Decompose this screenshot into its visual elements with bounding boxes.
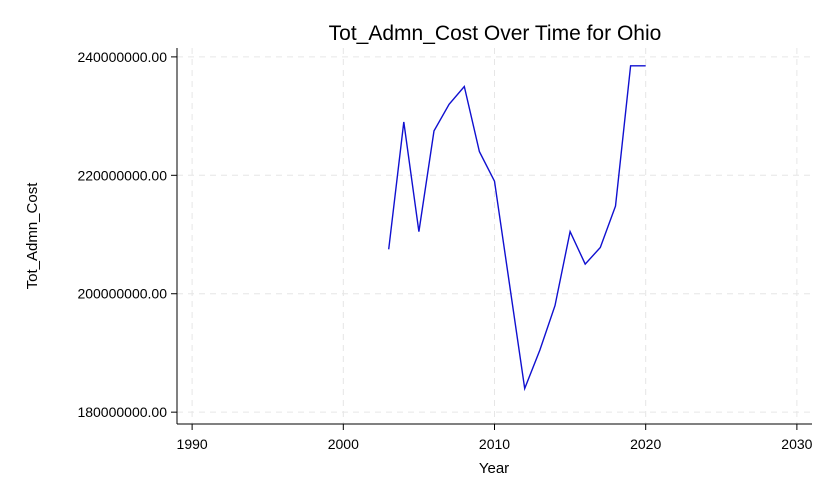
x-axis-title: Year [479, 460, 509, 477]
x-tick-label: 1990 [177, 436, 208, 452]
x-tick-label: 2010 [479, 436, 510, 452]
chart-title: Tot_Admn_Cost Over Time for Ohio [329, 22, 662, 45]
y-tick-label: 200000000.00 [77, 286, 167, 302]
y-tick-label: 220000000.00 [77, 167, 167, 183]
y-axis-title: Tot_Admn_Cost [24, 182, 41, 290]
y-axis-ticks: 180000000.00 200000000.00 220000000.00 2400… [77, 49, 177, 420]
grid-lines [177, 48, 812, 424]
x-tick-label: 2020 [630, 436, 661, 452]
series-line [388, 65, 646, 392]
series-group [388, 65, 646, 392]
x-tick-label: 2000 [328, 436, 359, 452]
x-axis-ticks: 1990 2000 2010 2020 2030 [177, 424, 813, 452]
y-tick-label: 180000000.00 [77, 404, 167, 420]
x-tick-label: 2030 [781, 436, 812, 452]
y-tick-label: 240000000.00 [77, 49, 167, 65]
